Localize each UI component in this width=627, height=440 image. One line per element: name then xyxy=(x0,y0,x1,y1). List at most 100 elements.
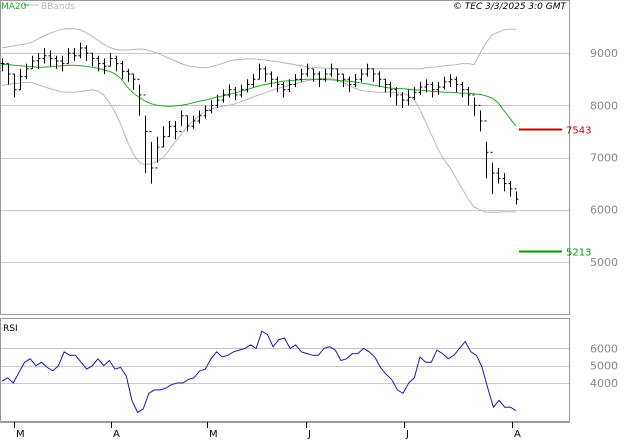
price-bar xyxy=(108,53,113,67)
price-bar xyxy=(143,94,148,174)
support-level-label: 5213 xyxy=(566,248,591,259)
resistance-level-label: 7543 xyxy=(566,126,591,137)
price-bar xyxy=(245,79,250,93)
price-bar xyxy=(251,74,256,88)
ma-layer xyxy=(2,64,517,127)
price-bar xyxy=(126,68,131,82)
price-bar xyxy=(12,73,17,98)
y-tick-label: 7000 xyxy=(590,152,618,165)
price-bar xyxy=(347,76,352,93)
price-bar xyxy=(102,58,107,75)
price-bar xyxy=(36,53,41,69)
price-bar xyxy=(60,55,65,72)
price-bar xyxy=(496,167,501,184)
price-bar xyxy=(203,105,208,119)
price-bar xyxy=(96,55,101,72)
price-bar xyxy=(18,68,23,91)
price-bar xyxy=(281,81,286,98)
price-bar xyxy=(305,63,310,77)
price-bar xyxy=(514,188,519,205)
price-bar xyxy=(365,63,370,77)
main-panel-frame xyxy=(0,0,570,315)
rsi-panel: RSI 4000 5000 6000 xyxy=(0,318,618,422)
legend: MA20 BBands xyxy=(1,2,75,12)
price-bar xyxy=(179,110,184,132)
main-panel: 7543 5213 5000 6000 7000 8000 9000 xyxy=(0,0,618,315)
price-bar xyxy=(418,81,423,95)
price-bar xyxy=(341,73,346,88)
price-bar xyxy=(323,68,328,82)
price-bar xyxy=(490,151,495,195)
price-bar xyxy=(287,79,292,93)
price-bar xyxy=(66,47,71,65)
price-bar xyxy=(406,89,411,106)
rsi-line-layer xyxy=(1,330,517,414)
bb-legend-label: BBands xyxy=(41,2,75,12)
price-bar xyxy=(442,76,447,90)
x-tick-label: M xyxy=(16,429,25,440)
main-y-axis: 5000 6000 7000 8000 9000 xyxy=(590,47,618,269)
price-bar xyxy=(311,68,316,82)
y-tick-label: 9000 xyxy=(590,47,618,60)
x-tick-label: A xyxy=(113,429,120,440)
x-tick-label: J xyxy=(307,429,311,440)
price-bar xyxy=(185,115,190,132)
price-bar xyxy=(472,94,477,116)
rsi-tick-label: 6000 xyxy=(590,342,618,355)
rsi-gridlines xyxy=(0,348,570,384)
price-bar xyxy=(388,81,393,98)
price-bar xyxy=(0,58,5,72)
price-bar xyxy=(430,81,435,98)
ma-legend-label: MA20 xyxy=(1,2,27,12)
price-bar xyxy=(155,136,160,169)
price-bar xyxy=(120,60,125,80)
price-bar xyxy=(191,115,196,129)
price-bar xyxy=(114,55,119,72)
price-bar xyxy=(293,74,298,88)
y-tick-label: 5000 xyxy=(590,256,618,269)
price-bar xyxy=(239,84,244,98)
x-tick-label: A xyxy=(514,429,521,440)
price-bar xyxy=(84,45,89,61)
copyright-text: © TEC 3/3/2025 3:0 GMT xyxy=(453,2,568,12)
price-bar xyxy=(48,50,53,67)
price-bar xyxy=(78,42,83,59)
price-bar xyxy=(454,76,459,93)
rsi-y-axis: 4000 5000 6000 xyxy=(590,342,618,390)
price-bar xyxy=(466,87,471,106)
price-bar xyxy=(436,81,441,95)
x-tick-label: J xyxy=(405,429,409,440)
price-bar xyxy=(263,66,268,82)
price-bar xyxy=(215,94,220,108)
price-bar xyxy=(502,173,507,192)
price-bar xyxy=(90,52,95,67)
bband-upper-line xyxy=(1,28,516,70)
price-bar xyxy=(6,63,11,85)
price-bar xyxy=(54,55,59,69)
price-bar xyxy=(371,68,376,82)
price-bar xyxy=(131,73,136,90)
price-bar xyxy=(42,47,47,64)
price-bar xyxy=(424,79,429,93)
price-bar xyxy=(508,180,513,197)
price-bar xyxy=(149,130,154,184)
price-bar xyxy=(394,87,399,106)
y-tick-label: 6000 xyxy=(590,204,618,217)
price-bar xyxy=(383,78,388,93)
price-bar xyxy=(197,110,202,124)
candle-layer xyxy=(0,42,519,205)
price-bar xyxy=(209,100,214,114)
price-bar xyxy=(448,74,453,88)
price-bar xyxy=(377,71,382,88)
rsi-tick-label: 5000 xyxy=(590,360,618,373)
price-bar xyxy=(359,68,364,82)
price-bar xyxy=(161,126,166,148)
level-layer: 7543 5213 xyxy=(519,126,591,259)
price-bar xyxy=(400,92,405,108)
price-bar xyxy=(412,87,417,101)
ma20-line xyxy=(2,64,517,127)
rsi-panel-frame xyxy=(0,318,570,422)
